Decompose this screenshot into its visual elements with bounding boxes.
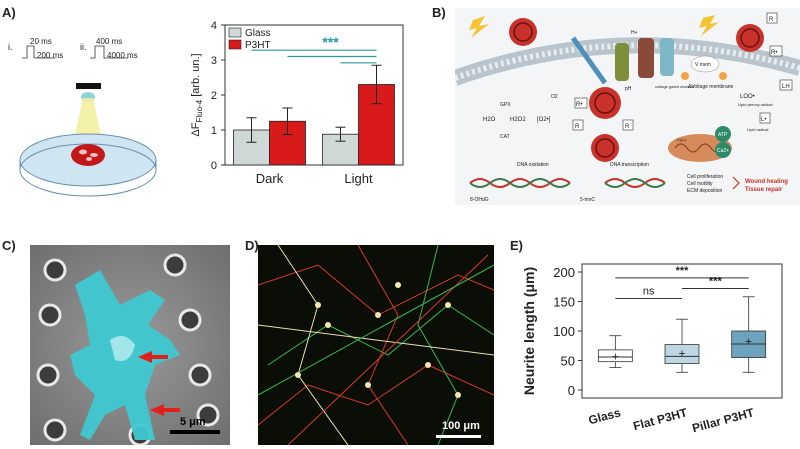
svg-text:O2: O2 — [551, 94, 558, 100]
svg-text:Cell motility: Cell motility — [687, 181, 713, 187]
svg-text:8-OHdG: 8-OHdG — [470, 197, 489, 203]
svg-text:Tissue repair: Tissue repair — [745, 187, 783, 193]
x-tick-label: Flat P3HT — [632, 405, 690, 433]
lightning-icon — [469, 16, 489, 38]
neurite-box-plot: 0 50 100 150 200 Neurite length (μm) + Glass + Fl… — [521, 263, 783, 435]
mean-marker: + — [612, 349, 619, 363]
significance-label: *** — [709, 276, 723, 288]
svg-text:DNA transcription: DNA transcription — [610, 162, 649, 168]
red-arrow — [138, 351, 168, 363]
svg-text:GPX: GPX — [500, 102, 511, 108]
svg-text:H+: H+ — [631, 30, 638, 36]
y-tick-label: 0 — [211, 160, 217, 172]
y-axis-label: Neurite length (μm) — [521, 267, 537, 395]
protocol-i-on: 20 ms — [30, 37, 52, 46]
svg-text:ΔVoltage membrane: ΔVoltage membrane — [688, 84, 734, 90]
mitochondrion — [668, 134, 732, 162]
panel-e-label: E) — [510, 238, 523, 253]
significance-label: *** — [322, 34, 339, 50]
x-tick-label: Glass — [587, 405, 623, 427]
svg-text:Lipid radical: Lipid radical — [747, 127, 768, 132]
svg-text:pH: pH — [625, 86, 632, 92]
protocol-ii-on: 400 ms — [96, 37, 122, 46]
protocol-i-label: i. — [8, 42, 13, 52]
svg-text:R•: R• — [576, 102, 582, 108]
y-tick-label: 4 — [211, 20, 217, 32]
protocol-ii-off: 4000 ms — [107, 51, 138, 60]
protocol-i-off: 200 ms — [37, 51, 63, 60]
y-tick-label: 2 — [211, 90, 217, 102]
svg-text:Wound healing: Wound healing — [745, 179, 788, 185]
sem-image — [30, 245, 230, 445]
panel-d-label: D) — [245, 238, 259, 253]
y-tick-label: 150 — [553, 295, 575, 310]
mechanism-diagram: H+ pH voltage gated channel V mem ΔVolta… — [455, 8, 800, 205]
y-tick-label: 1 — [211, 125, 217, 137]
y-tick-label: 3 — [211, 55, 217, 67]
fluo4-bar-chart: 0 1 2 3 4 ΔFFluo-4 [arb. un.] Dark Light *** Glas… — [190, 20, 404, 186]
y-tick-label: 200 — [553, 265, 575, 280]
svg-text:R: R — [625, 124, 630, 130]
dna-helix — [469, 178, 571, 188]
y-tick-label: 100 — [553, 324, 575, 339]
y-tick-label: 50 — [561, 354, 575, 369]
led-source — [76, 83, 101, 89]
svg-text:R: R — [575, 124, 580, 130]
svg-text:L•: L• — [761, 117, 766, 123]
svg-text:CAT: CAT — [500, 134, 510, 140]
svg-text:Lipid peroxy radical: Lipid peroxy radical — [738, 102, 773, 107]
fluorescence-image — [258, 245, 494, 445]
svg-text:ECM deposition: ECM deposition — [687, 188, 723, 194]
svg-text:LH: LH — [782, 84, 790, 90]
scale-bar — [436, 435, 481, 438]
svg-text:ATP: ATP — [718, 132, 728, 138]
legend-label: Glass — [245, 28, 271, 39]
svg-text:Cyt-c: Cyt-c — [677, 137, 686, 142]
svg-text:H2O: H2O — [483, 117, 496, 123]
svg-text:LOO•: LOO• — [740, 94, 755, 100]
x-tick-label: Dark — [256, 171, 284, 186]
box — [597, 349, 633, 363]
mean-marker: + — [678, 346, 685, 360]
stimulation-schematic: i. 20 ms 200 ms ii. 400 ms 4000 ms — [8, 37, 157, 197]
scale-bar — [170, 430, 220, 434]
significance-label: *** — [676, 265, 690, 277]
scale-bar-label: 100 μm — [442, 420, 480, 432]
legend-swatch — [228, 39, 242, 50]
x-tick-label: Pillar P3HT — [691, 405, 756, 435]
y-axis-label: ΔFFluo-4 [arb. un.] — [190, 53, 204, 136]
legend-label: P3HT — [245, 40, 271, 51]
panel-b-label: B) — [432, 5, 446, 20]
box — [664, 344, 700, 364]
svg-text:H2O2: H2O2 — [510, 117, 526, 123]
svg-text:V mem: V mem — [695, 62, 711, 68]
y-tick-label: 0 — [568, 383, 575, 398]
scale-bar-label: 5 μm — [180, 416, 206, 428]
panel-a-label: A) — [2, 5, 16, 20]
significance-label: ns — [643, 286, 655, 298]
cell-sample — [71, 144, 105, 166]
x-tick-label: Light — [344, 171, 373, 186]
protocol-ii-label: ii. — [80, 42, 87, 52]
svg-text:Cell proliferation: Cell proliferation — [687, 174, 723, 180]
p3ht-particle — [509, 18, 537, 46]
svg-text:R: R — [769, 17, 774, 23]
legend-swatch — [228, 27, 242, 38]
svg-text:5-hmC: 5-hmC — [580, 197, 595, 203]
svg-text:R•: R• — [771, 50, 777, 56]
svg-text:voltage gated channel: voltage gated channel — [655, 84, 694, 89]
svg-text:DNA oxidation: DNA oxidation — [517, 162, 549, 168]
mean-marker: + — [745, 335, 752, 349]
svg-text:Ca2+: Ca2+ — [717, 148, 729, 154]
svg-text:[O2•]: [O2•] — [537, 117, 551, 123]
panel-c-label: C) — [2, 238, 16, 253]
